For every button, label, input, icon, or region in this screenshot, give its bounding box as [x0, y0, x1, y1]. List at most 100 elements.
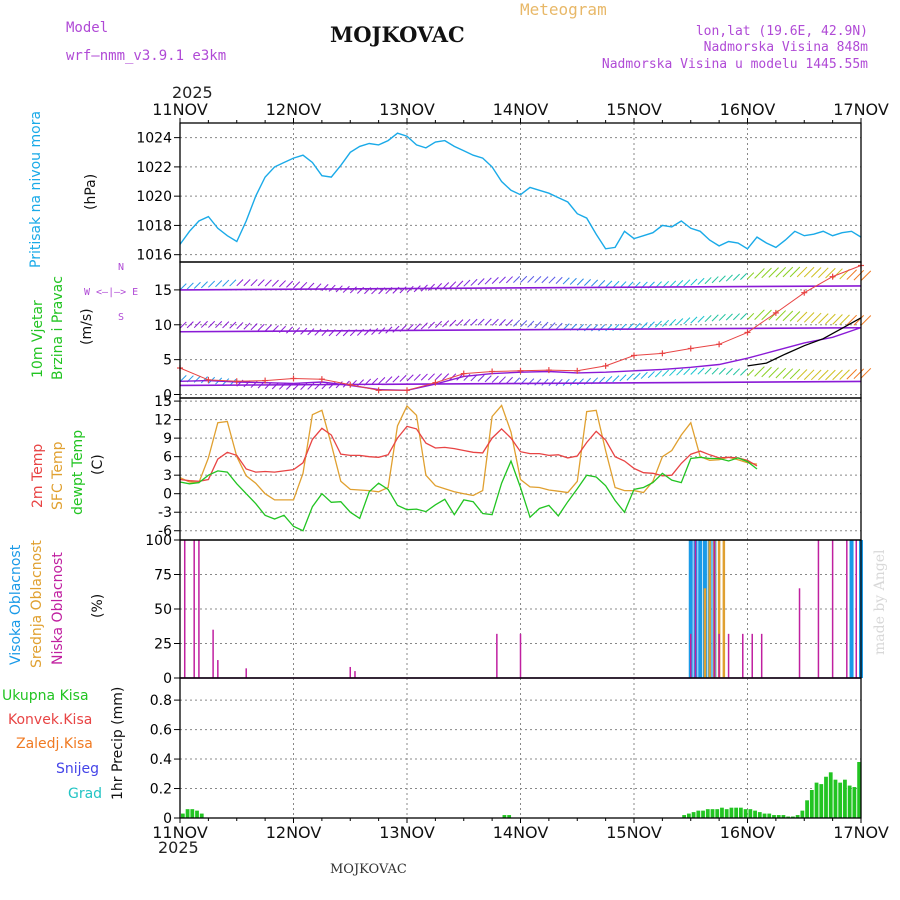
precip-ytick-label: 0.4	[150, 752, 172, 768]
temp-ytick-label: -3	[158, 505, 172, 521]
cloud-ytick-label: 50	[154, 602, 172, 618]
wind-barb	[754, 309, 765, 320]
wind-barb	[803, 312, 815, 323]
wind-barb	[704, 367, 712, 375]
x-day-label-top: 12NOV	[266, 100, 322, 119]
x-day-label-bottom: 15NOV	[606, 823, 662, 842]
wind-barb	[782, 310, 794, 322]
wind-barb	[385, 376, 393, 384]
precip-bar	[781, 815, 786, 818]
wind-barb	[697, 277, 705, 285]
cloud-low-label: Niska Oblacnost	[50, 552, 66, 665]
wind-barb	[669, 318, 677, 326]
high-cloud-bar	[849, 540, 854, 678]
high-cloud-bar	[698, 540, 703, 678]
wind-barb	[470, 318, 478, 326]
wind-barb	[392, 325, 400, 333]
wind-barb	[768, 267, 779, 278]
wind-barb	[562, 378, 570, 386]
x-day-label-bottom: 13NOV	[379, 823, 435, 842]
high-cloud-bar	[688, 540, 693, 678]
precip-bar	[791, 816, 795, 818]
temp-ytick-label: 0	[163, 487, 172, 503]
wind-barb	[569, 277, 577, 285]
wind-direction-legend: W <—|—> E	[84, 287, 139, 298]
wind-barb	[839, 369, 850, 380]
wind-barb	[640, 371, 648, 379]
wind-barb	[527, 275, 535, 283]
wind-barb	[825, 369, 836, 381]
pressure-panel-label: Pritisak na nivou mora	[28, 110, 44, 268]
precip-bar	[838, 782, 843, 818]
wind-barb	[725, 274, 733, 282]
wind-barb	[591, 279, 599, 287]
wind-barb	[853, 269, 865, 281]
wind-panel-label-2: Brzina i Pravac	[50, 276, 66, 380]
precip-unit-label: 1hr Precip (mm)	[110, 686, 126, 800]
wind-barb	[215, 280, 223, 288]
precip-bar	[710, 809, 715, 818]
wind-barb	[775, 310, 787, 321]
wind-barb	[654, 370, 662, 378]
wind-barb	[420, 322, 428, 330]
precip-ytick-label: 0.6	[150, 723, 172, 739]
wind-barb	[562, 277, 570, 285]
wind-panel-label-1: 10m Vjetar	[30, 300, 46, 378]
pressure-line	[179, 132, 862, 250]
wind-barb	[832, 369, 843, 381]
wind-barb	[761, 366, 772, 378]
low-cloud-bar	[727, 633, 730, 678]
wind-barb	[605, 280, 613, 288]
wind-barb	[633, 372, 641, 380]
wind-barb	[662, 369, 670, 377]
x-day-label-bottom: 12NOV	[266, 823, 322, 842]
wind-barb	[669, 369, 677, 377]
precip-bar	[824, 776, 828, 818]
wind-barb	[250, 279, 258, 287]
wind-barb	[513, 275, 521, 283]
wind-barb	[300, 281, 308, 289]
wind-barb	[477, 278, 485, 286]
wind-barb	[704, 277, 712, 285]
precip-ytick-label: 0.8	[150, 693, 172, 709]
low-cloud-bar	[798, 588, 801, 678]
wind-barb	[789, 266, 801, 278]
wind-barb	[825, 267, 836, 279]
wind-barb	[278, 382, 286, 390]
lonlat-label: lon,lat (19.6E, 42.9N)	[695, 24, 868, 39]
wind-barb	[839, 314, 850, 326]
wind-barb	[186, 282, 194, 290]
wind-barb	[775, 367, 787, 379]
wind-barb	[477, 374, 485, 382]
wind-barb	[222, 279, 230, 287]
x-day-label-top: 13NOV	[379, 100, 435, 119]
precip-bar	[786, 816, 791, 818]
wind-barb	[754, 268, 765, 279]
precip-bar	[819, 784, 824, 818]
wind-direction-south: S	[118, 312, 125, 323]
precip-bar	[795, 815, 800, 818]
pressure-ytick-label: 1020	[136, 189, 172, 205]
wind-barb	[676, 279, 684, 287]
precip-bar	[686, 813, 691, 818]
low-cloud-bar	[212, 629, 214, 678]
wind-barb	[725, 313, 733, 321]
low-cloud-bar	[217, 660, 219, 678]
temp-unit-label: (C)	[90, 454, 106, 475]
precip-bar	[724, 809, 729, 818]
wind-barb	[236, 279, 244, 287]
mid-cloud-bar	[722, 540, 726, 678]
wind-barb	[654, 320, 662, 328]
wind-barb	[789, 368, 801, 380]
meteogram-label: Meteogram	[520, 0, 607, 19]
wind-barb	[371, 327, 379, 335]
x-day-label-bottom: 17NOV	[833, 823, 889, 842]
precip-bar	[814, 782, 819, 818]
model-altitude-label: Nadmorska Visina u modelu 1445.55m	[601, 57, 868, 72]
wind-barb	[498, 318, 506, 326]
wind-barb	[676, 318, 684, 326]
precip-bar	[738, 807, 743, 818]
precip-bar	[696, 810, 701, 818]
wind-barb	[278, 280, 286, 288]
